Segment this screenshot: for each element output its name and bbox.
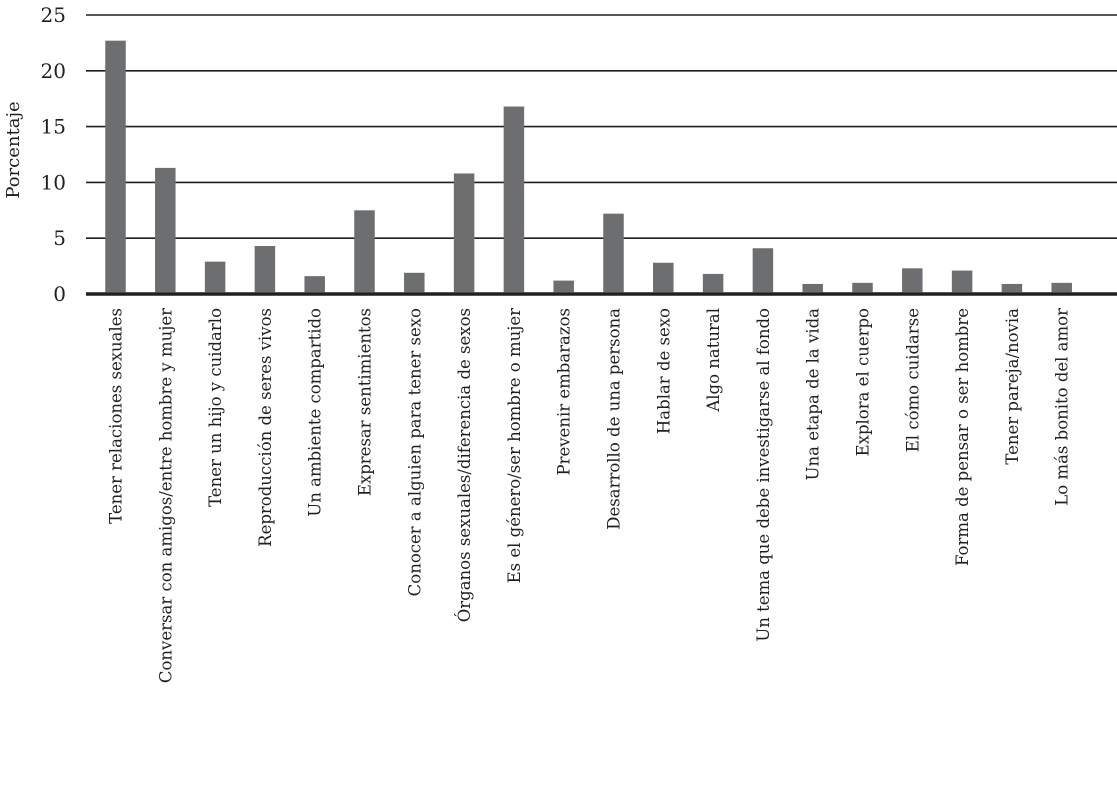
x-tick-label: Tener pareja/novia xyxy=(1003,308,1022,465)
y-tick-label: 0 xyxy=(53,282,66,306)
bar xyxy=(951,270,973,293)
bar xyxy=(503,106,525,293)
bar xyxy=(802,283,823,293)
bar xyxy=(105,40,126,293)
y-tick-label: 15 xyxy=(41,115,66,139)
gridlines xyxy=(86,14,1117,296)
bar xyxy=(752,248,774,293)
y-tick-labels: 0 5 10 15 20 25 xyxy=(41,3,66,306)
x-tick-label: Algo natural xyxy=(704,308,723,413)
x-tick-label: Expresar sentimientos xyxy=(356,308,375,496)
x-tick-label: Forma de pensar o ser hombre xyxy=(953,308,972,566)
x-tick-label: Tener un hijo y cuidarlo xyxy=(206,308,225,507)
bar xyxy=(603,213,624,293)
bar xyxy=(653,262,674,293)
y-tick-label: 5 xyxy=(53,226,66,250)
bar xyxy=(852,282,873,293)
bar xyxy=(155,167,176,293)
bar xyxy=(304,276,325,293)
bar xyxy=(354,210,375,293)
x-tick-label: Órganos sexuales/diferencia de sexos xyxy=(454,308,474,622)
y-tick-label: 10 xyxy=(41,170,66,194)
x-tick-label: Es el género/ser hombre o mujer xyxy=(505,308,524,584)
x-tick-label: Un ambiente compartido xyxy=(306,308,325,517)
bar xyxy=(254,246,276,293)
x-tick-label: Prevenir embarazos xyxy=(555,308,574,476)
y-axis-label: Porcentaje xyxy=(3,101,24,198)
bar xyxy=(404,272,425,293)
x-tick-label: Desarrollo de una persona xyxy=(605,308,624,530)
x-tick-label: Un tema que debe investigarse al fondo xyxy=(754,308,773,642)
y-tick-label: 20 xyxy=(41,59,66,83)
x-tick-label: Conversar con amigos/entre hombre y muje… xyxy=(156,308,175,683)
x-tick-labels: Tener relaciones sexuales Conversar con a… xyxy=(107,308,1072,683)
x-tick-label: El cómo cuidarse xyxy=(903,308,922,452)
bar xyxy=(553,280,574,293)
x-tick-label: Tener relaciones sexuales xyxy=(107,308,126,524)
bars xyxy=(105,40,1072,293)
bar xyxy=(204,261,226,293)
x-tick-label: Conocer a alguien para tener sexo xyxy=(405,308,424,596)
bar xyxy=(902,268,923,293)
x-tick-label: Lo más bonito del amor xyxy=(1053,308,1072,506)
x-tick-label: Hablar de sexo xyxy=(654,308,673,434)
x-tick-label: Explora el cuerpo xyxy=(854,308,873,456)
bar xyxy=(453,173,475,293)
bar xyxy=(1051,282,1072,293)
bar xyxy=(1001,283,1023,293)
y-tick-label: 25 xyxy=(41,3,66,27)
x-tick-label: Una etapa de la vida xyxy=(804,308,823,481)
x-tick-label: Reproducción de seres vivos xyxy=(256,308,275,547)
bar xyxy=(702,273,724,293)
